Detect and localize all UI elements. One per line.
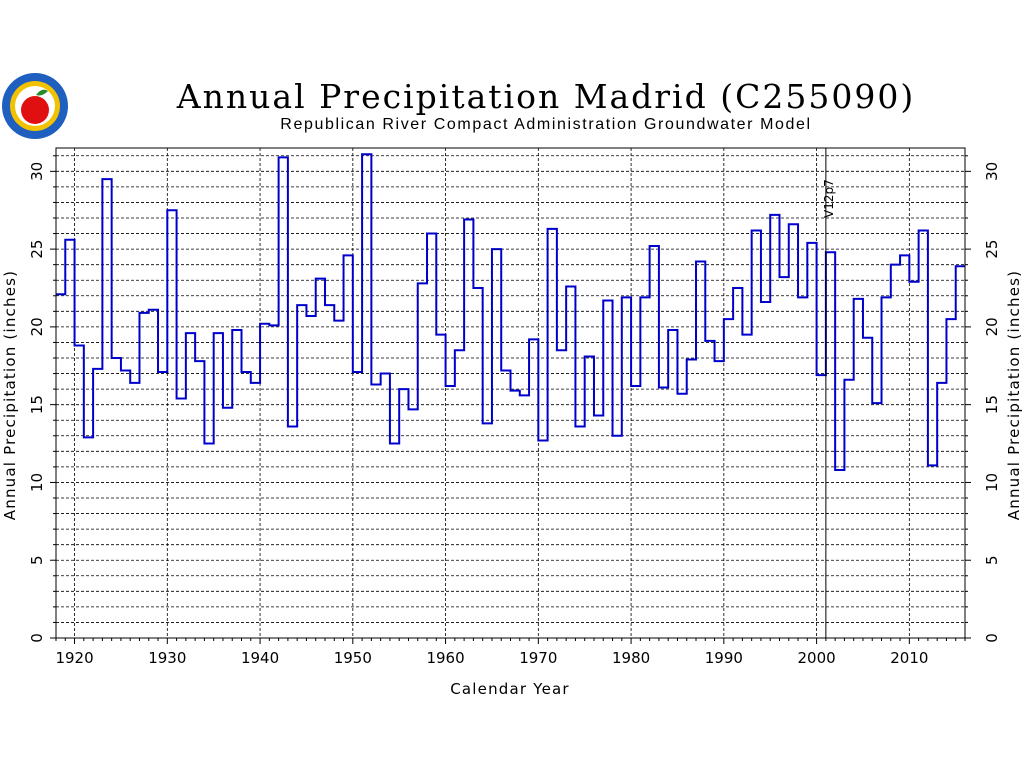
x-tick-label: 1920 xyxy=(55,649,93,667)
y-tick-label-right: 0 xyxy=(983,633,1001,643)
plot-frame xyxy=(55,147,966,639)
x-tick-label: 1960 xyxy=(426,649,464,667)
y-tick-label-right: 30 xyxy=(983,162,1001,181)
y-tick-label-left: 0 xyxy=(28,633,46,643)
x-tick-label: 1930 xyxy=(148,649,186,667)
x-tick-label: 2010 xyxy=(890,649,928,667)
y-tick-label-right: 20 xyxy=(983,317,1001,336)
y-tick-labels-right: 0 5 10 15 20 25 30 xyxy=(983,162,1001,643)
x-axis-label: Calendar Year xyxy=(450,680,570,698)
apple-icon xyxy=(21,96,49,124)
x-tick-label: 1990 xyxy=(705,649,743,667)
y-tick-labels-left: 0 5 10 15 20 25 30 xyxy=(28,162,46,643)
x-tick-labels: 1920 1930 1940 1950 1960 1970 1980 1990 2000 2010 xyxy=(55,649,928,667)
y-axis-label-right: Annual Precipitation (inches) xyxy=(1005,270,1023,520)
y-tick-label-right: 25 xyxy=(983,240,1001,259)
leaf-icon xyxy=(36,89,48,96)
x-tick-label: 1970 xyxy=(519,649,557,667)
x-tick-label: 2000 xyxy=(797,649,835,667)
chart-title: Annual Precipitation Madrid (C255090) xyxy=(176,77,915,116)
y-tick-label-right: 15 xyxy=(983,395,1001,414)
grid-lines xyxy=(50,148,971,644)
y-tick-label-left: 10 xyxy=(28,473,46,492)
chart-subtitle: Republican River Compact Administration … xyxy=(280,116,811,133)
y-tick-label-left: 20 xyxy=(28,317,46,336)
y-tick-label-right: 10 xyxy=(983,473,1001,492)
y-tick-label-left: 15 xyxy=(28,395,46,414)
y-tick-label-left: 5 xyxy=(28,555,46,565)
precipitation-step-line xyxy=(56,153,965,471)
x-tick-label: 1940 xyxy=(241,649,279,667)
x-tick-label: 1980 xyxy=(612,649,650,667)
y-tick-label-left: 25 xyxy=(28,240,46,259)
apple-seal-logo xyxy=(2,73,68,139)
y-tick-label-left: 30 xyxy=(28,162,46,181)
annotation-label: V12p7 xyxy=(822,179,836,218)
x-tick-label: 1950 xyxy=(334,649,372,667)
y-axis-label-left: Annual Precipitation (inches) xyxy=(1,270,19,520)
y-tick-label-right: 5 xyxy=(983,555,1001,565)
